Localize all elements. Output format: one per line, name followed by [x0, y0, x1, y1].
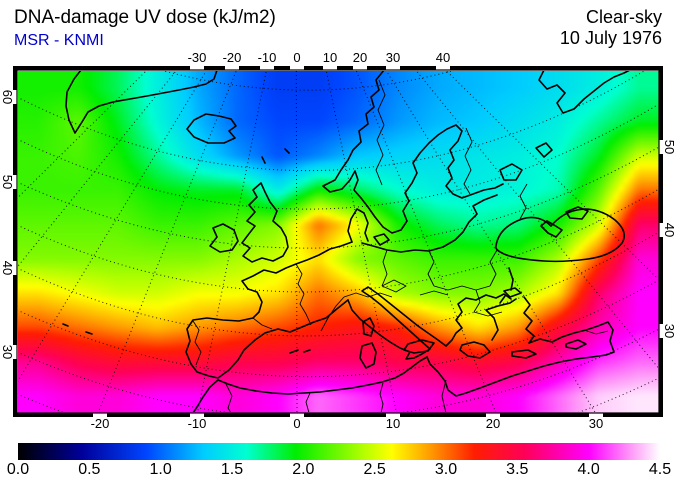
- colorbar-label: 0.0: [6, 461, 30, 478]
- axis-tick-label: -20: [222, 50, 242, 65]
- axis-tick-label: 40: [435, 50, 451, 65]
- axis-tick-label: -10: [257, 50, 277, 65]
- colorbar-label: 4.0: [577, 461, 600, 478]
- colorbar-label: 2.0: [292, 461, 315, 478]
- data-source-label: MSR - KNMI: [14, 32, 104, 49]
- colorbar-label: 1.0: [149, 461, 172, 478]
- axis-tick-label: 60: [0, 89, 15, 105]
- axis-tick-label: -10: [187, 416, 207, 431]
- axis-tick-label: 40: [662, 222, 677, 238]
- axis-tick-label: 30: [588, 416, 604, 431]
- axis-tick-label: 20: [352, 50, 368, 65]
- colorbar-label: 4.5: [648, 461, 672, 478]
- colorbar-label: 3.0: [434, 461, 458, 478]
- axis-tick-label: 10: [385, 416, 401, 431]
- axis-tick-label: 30: [385, 50, 401, 65]
- axis-tick-label: 30: [662, 323, 677, 339]
- scenario-label: Clear-sky: [585, 7, 662, 27]
- axis-tick-label: 50: [662, 139, 677, 155]
- axis-tick-label: 40: [0, 260, 15, 276]
- axis-tick-label: -30: [187, 50, 207, 65]
- axis-tick-label: 0: [293, 416, 301, 431]
- axis-tick-label: 20: [485, 416, 501, 431]
- colorbar-label: 1.5: [220, 461, 244, 478]
- uv-dose-heatmap-canvas: [18, 71, 659, 413]
- page-title: DNA-damage UV dose (kJ/m2): [14, 7, 276, 28]
- date-label: 10 July 1976: [559, 28, 662, 48]
- axis-tick-label: 10: [322, 50, 338, 65]
- colorbar-label: 0.5: [78, 461, 101, 478]
- axis-tick-label: 50: [0, 174, 15, 190]
- axis-tick-label: 30: [0, 344, 15, 360]
- colorbar-label: 2.5: [363, 461, 386, 478]
- colorbar: [18, 443, 660, 460]
- colorbar-label: 3.5: [506, 461, 529, 478]
- axis-tick-label: 0: [293, 50, 301, 65]
- axis-tick-label: -20: [90, 416, 110, 431]
